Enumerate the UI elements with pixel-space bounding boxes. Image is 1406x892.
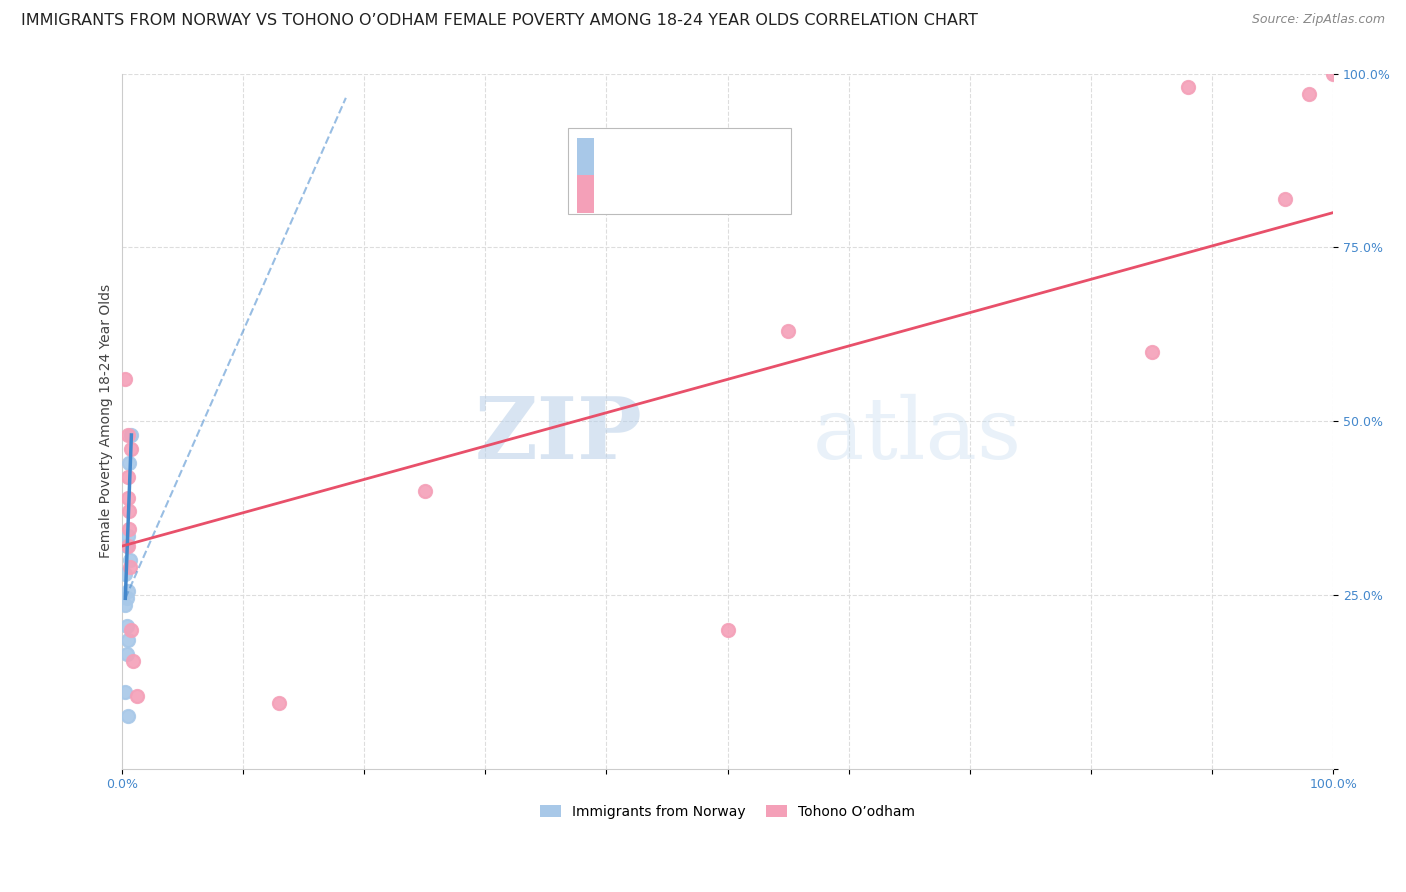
Point [121,654,143,668]
Point [1322,66,1344,80]
Point [115,591,138,606]
Text: 0.631: 0.631 [636,191,683,205]
Point [1140,344,1163,359]
Point [127,689,149,703]
Text: R =: R = [605,191,638,205]
Point [118,456,141,470]
Text: Source: ZipAtlas.com: Source: ZipAtlas.com [1251,13,1385,27]
Point [114,566,136,581]
Point [120,428,142,442]
Point [120,442,142,456]
Point [716,623,738,637]
Text: N =: N = [686,153,730,168]
Text: R =: R = [605,153,638,168]
Point [118,522,141,536]
Point [115,539,138,553]
Text: 0.624: 0.624 [636,153,683,168]
Text: 14: 14 [723,153,744,168]
Point [117,709,139,723]
Point [117,584,139,599]
Point [413,483,436,498]
Text: N =: N = [686,191,730,205]
Y-axis label: Female Poverty Among 18-24 Year Olds: Female Poverty Among 18-24 Year Olds [100,284,114,558]
Point [1177,80,1199,95]
Point [120,623,142,637]
Point [269,696,291,710]
Legend: Immigrants from Norway, Tohono O’odham: Immigrants from Norway, Tohono O’odham [534,799,921,824]
Point [117,633,139,648]
Point [1274,192,1296,206]
Point [115,647,138,661]
Point [120,553,142,567]
Point [115,619,138,633]
Point [117,491,139,505]
Point [114,599,136,613]
Point [117,529,139,543]
Point [117,539,139,553]
Point [118,504,141,518]
Point [1298,87,1320,102]
Text: atlas: atlas [813,393,1022,476]
Point [778,324,800,338]
Point [120,560,142,574]
Text: 21: 21 [723,191,744,205]
Text: IMMIGRANTS FROM NORWAY VS TOHONO O’ODHAM FEMALE POVERTY AMONG 18-24 YEAR OLDS CO: IMMIGRANTS FROM NORWAY VS TOHONO O’ODHAM… [21,13,979,29]
Text: ZIP: ZIP [475,393,643,477]
Point [114,685,136,699]
Point [117,428,139,442]
Point [114,372,136,386]
Point [117,469,139,483]
